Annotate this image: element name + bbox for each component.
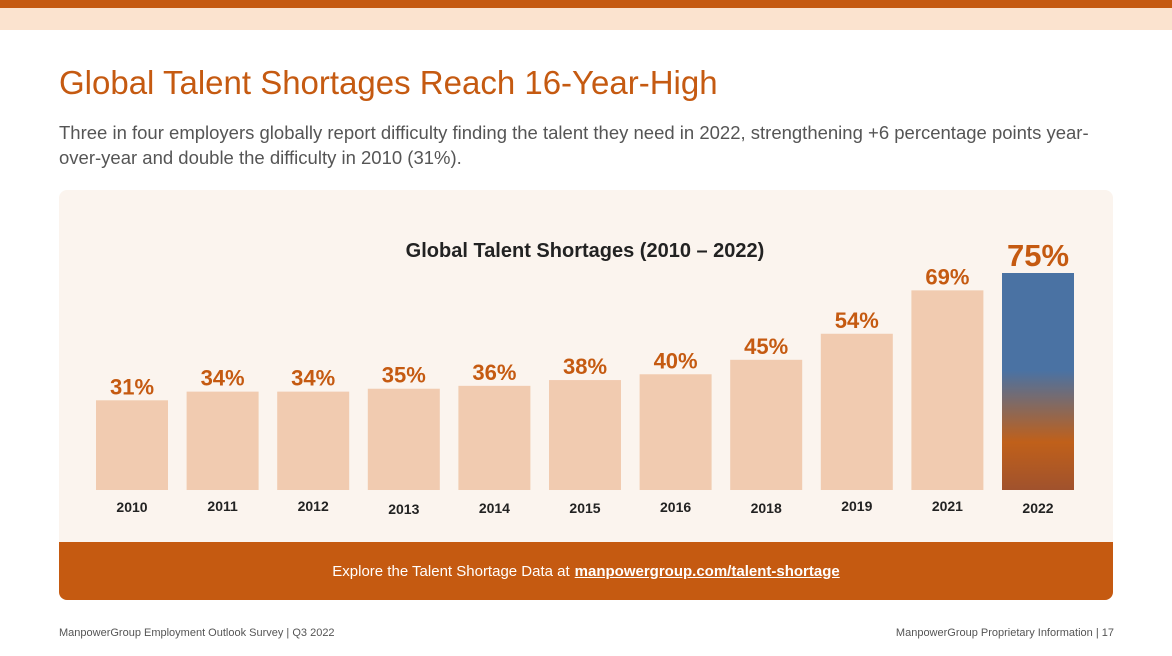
bar-2015: [549, 380, 621, 490]
bar-2012: [277, 391, 350, 490]
page-title: Global Talent Shortages Reach 16-Year-Hi…: [59, 64, 718, 101]
page-subtitle: Three in four employers globally report …: [59, 122, 1089, 168]
x-tick-label-2016: 2016: [660, 499, 691, 515]
data-label-2012: 34%: [291, 366, 335, 391]
bar-2011: [186, 391, 259, 490]
x-tick-label-2010: 2010: [116, 499, 147, 515]
x-tick-label-2018: 2018: [751, 500, 782, 516]
data-label-2016: 40%: [654, 348, 698, 373]
data-label-2022: 75%: [1007, 238, 1069, 273]
x-tick-label-2015: 2015: [569, 500, 600, 516]
bar-2018: [730, 359, 803, 490]
bar-2010: [96, 400, 168, 490]
bar-2013: [367, 388, 440, 490]
x-tick-label-2019: 2019: [841, 498, 872, 514]
data-label-2011: 34%: [201, 366, 245, 391]
bar-2022: [1002, 273, 1074, 490]
x-tick-label-2014: 2014: [479, 500, 510, 516]
data-label-2018: 45%: [744, 334, 788, 359]
x-tick-label-2021: 2021: [932, 498, 963, 514]
top-accent-bar: [0, 0, 1172, 8]
footer-page-info: ManpowerGroup Proprietary Information | …: [895, 627, 1114, 639]
bar-2021: [911, 290, 984, 490]
footer-survey-label: ManpowerGroup Employment Outlook Survey …: [59, 627, 335, 639]
data-label-2010: 31%: [110, 374, 154, 399]
data-label-2014: 36%: [472, 360, 516, 385]
bar-2014: [458, 385, 531, 490]
x-tick-label-2011: 2011: [207, 498, 238, 514]
bar-2016: [639, 374, 712, 490]
x-tick-label-2013: 2013: [388, 501, 419, 517]
chart-title: Global Talent Shortages (2010 – 2022): [406, 240, 765, 262]
cta-text: Explore the Talent Shortage Data at: [332, 562, 570, 580]
x-tick-label-2022: 2022: [1022, 500, 1053, 516]
data-label-2019: 54%: [835, 308, 879, 333]
chart-panel: Global Talent Shortages (2010 – 2022) 31…: [59, 190, 1113, 542]
data-label-2015: 38%: [563, 354, 607, 379]
x-tick-label-2012: 2012: [298, 498, 329, 514]
data-label-2013: 35%: [382, 363, 426, 388]
talent-shortage-link[interactable]: manpowergroup.com/talent-shortage: [574, 562, 840, 580]
talent-shortage-chart: Global Talent Shortages (2010 – 2022) 31…: [96, 238, 1074, 517]
cta-banner: Explore the Talent Shortage Data at manp…: [59, 542, 1113, 600]
bar-2019: [820, 333, 893, 490]
data-label-2021: 69%: [925, 264, 969, 289]
top-accent-band: [0, 8, 1172, 30]
